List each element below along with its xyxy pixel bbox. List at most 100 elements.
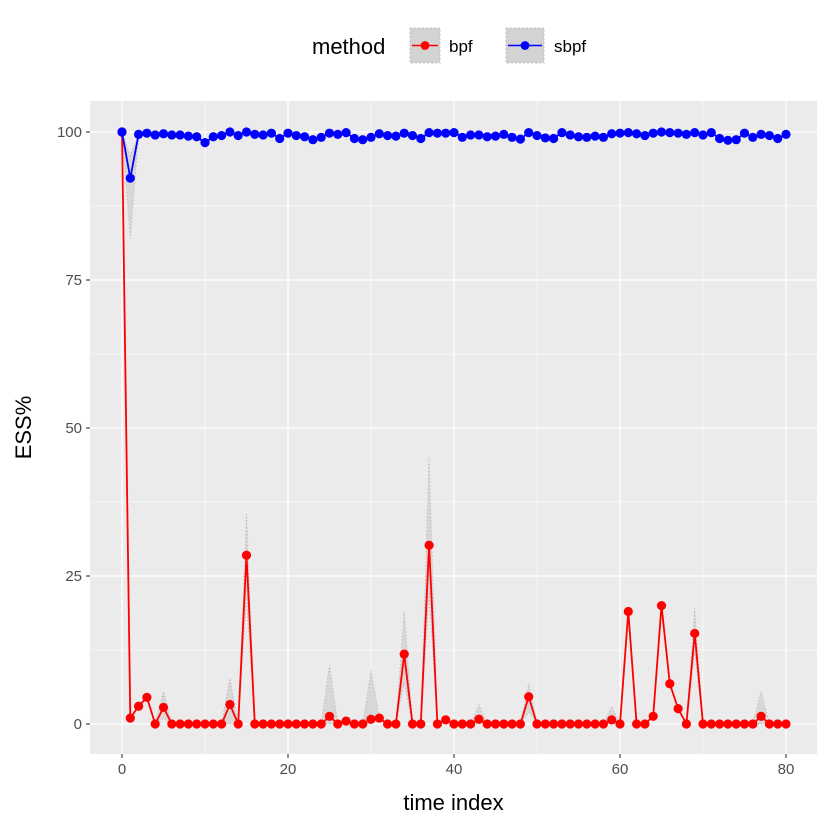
point-sbpf: [441, 128, 451, 138]
x-tick-label: 20: [280, 761, 297, 778]
point-bpf: [142, 692, 152, 702]
point-sbpf: [449, 127, 459, 138]
point-bpf: [125, 713, 135, 723]
point-bpf: [349, 719, 359, 729]
point-bpf: [250, 719, 260, 729]
point-sbpf: [582, 132, 592, 142]
point-sbpf: [250, 129, 260, 139]
point-bpf: [632, 719, 642, 729]
point-bpf: [374, 713, 384, 723]
legend-key-sbpf-point: [520, 41, 530, 50]
point-sbpf: [690, 127, 700, 138]
point-sbpf: [590, 131, 600, 141]
point-bpf: [266, 719, 276, 729]
point-sbpf: [424, 127, 434, 138]
series-points: [117, 127, 791, 729]
legend-label-bpf: bpf: [449, 37, 473, 56]
point-bpf: [150, 719, 160, 729]
point-bpf: [590, 719, 600, 729]
point-bpf: [407, 719, 418, 729]
point-sbpf: [640, 130, 650, 141]
point-sbpf: [540, 133, 550, 143]
point-bpf: [482, 719, 492, 729]
point-sbpf: [565, 130, 575, 140]
x-tick-label: 40: [446, 761, 463, 778]
point-sbpf: [524, 127, 534, 138]
point-bpf: [241, 550, 252, 560]
point-bpf: [217, 719, 227, 729]
point-sbpf: [291, 130, 301, 141]
point-bpf: [673, 704, 683, 714]
point-sbpf: [748, 132, 758, 142]
point-sbpf: [607, 129, 617, 139]
point-sbpf: [175, 130, 185, 140]
point-bpf: [773, 719, 783, 729]
point-sbpf: [275, 133, 285, 144]
point-bpf: [416, 719, 426, 729]
point-sbpf: [416, 133, 426, 144]
point-sbpf: [615, 128, 625, 138]
point-bpf: [192, 719, 202, 729]
point-bpf: [607, 715, 617, 725]
point-bpf: [358, 719, 368, 729]
point-sbpf: [499, 129, 509, 139]
point-bpf: [615, 719, 625, 729]
point-sbpf: [407, 130, 418, 141]
point-sbpf: [358, 135, 368, 145]
point-bpf: [764, 719, 775, 729]
point-bpf: [208, 719, 218, 729]
point-sbpf: [698, 130, 708, 140]
point-bpf: [158, 702, 169, 713]
point-bpf: [515, 719, 526, 729]
point-bpf: [557, 719, 567, 729]
point-sbpf: [324, 128, 335, 138]
point-bpf: [748, 719, 758, 729]
point-bpf: [490, 719, 501, 729]
point-bpf: [183, 719, 193, 729]
point-sbpf: [374, 129, 384, 139]
point-bpf: [532, 719, 542, 729]
point-bpf: [540, 719, 550, 729]
point-sbpf: [192, 132, 202, 142]
point-bpf: [134, 701, 144, 711]
point-bpf: [565, 719, 575, 729]
point-sbpf: [167, 130, 177, 140]
point-sbpf: [125, 173, 135, 183]
point-bpf: [731, 719, 741, 729]
point-bpf: [648, 711, 658, 721]
point-bpf: [233, 719, 243, 729]
point-bpf: [723, 719, 733, 729]
point-bpf: [499, 719, 509, 729]
point-sbpf: [349, 133, 359, 144]
point-sbpf: [739, 128, 750, 138]
point-sbpf: [233, 130, 243, 141]
x-tick-label: 0: [118, 761, 126, 778]
point-sbpf: [466, 130, 476, 140]
point-sbpf: [648, 128, 658, 138]
legend: method bpf sbpf: [312, 27, 586, 64]
point-bpf: [781, 719, 791, 729]
point-sbpf: [673, 128, 683, 138]
point-sbpf: [399, 128, 409, 138]
point-sbpf: [158, 129, 169, 139]
legend-item-sbpf: sbpf: [505, 27, 586, 64]
point-sbpf: [764, 130, 775, 141]
point-sbpf: [217, 130, 227, 141]
point-sbpf: [308, 135, 318, 145]
point-bpf: [507, 719, 517, 729]
y-tick-label: 100: [57, 124, 82, 141]
y-tick-label: 25: [65, 568, 82, 585]
point-bpf: [225, 699, 235, 710]
legend-item-bpf: bpf: [409, 27, 473, 64]
point-bpf: [715, 719, 725, 729]
point-bpf: [308, 719, 318, 729]
point-bpf: [681, 719, 692, 729]
point-sbpf: [482, 132, 492, 142]
point-bpf: [399, 649, 409, 659]
point-bpf: [175, 719, 185, 729]
point-sbpf: [773, 133, 783, 144]
point-bpf: [756, 711, 766, 721]
point-bpf: [441, 715, 451, 725]
point-sbpf: [474, 130, 484, 140]
